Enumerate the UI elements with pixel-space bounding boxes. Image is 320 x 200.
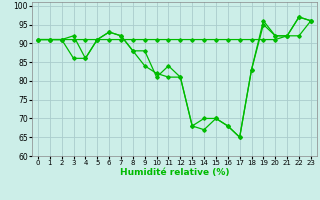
X-axis label: Humidité relative (%): Humidité relative (%) (120, 168, 229, 177)
